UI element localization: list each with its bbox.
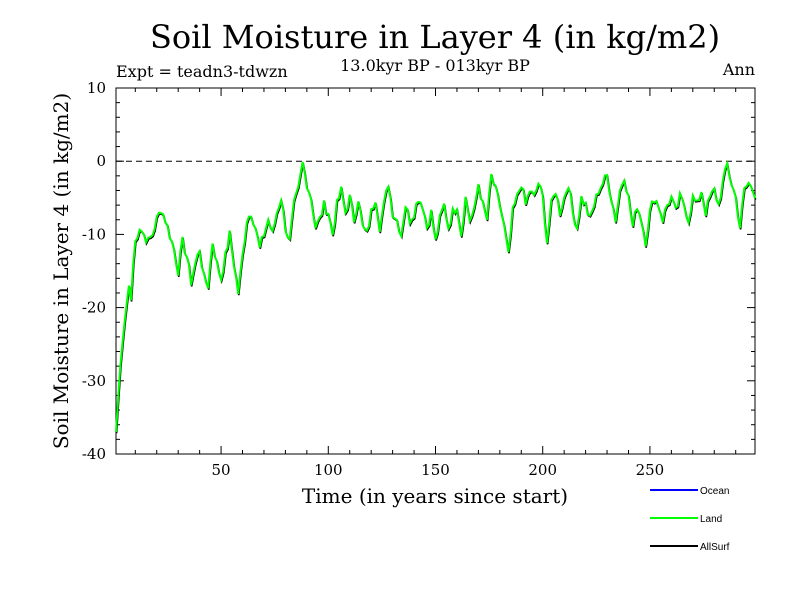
series-line-land	[115, 159, 756, 433]
legend: Ocean Land AllSurf	[650, 486, 730, 553]
y-axis-label: Soil Moisture in Layer 4 (in kg/m2)	[49, 93, 73, 449]
series-lines	[115, 159, 757, 434]
legend-ocean-label: Ocean	[700, 486, 729, 497]
x-tick-label: 150	[421, 461, 450, 479]
y-tick-label: -40	[82, 445, 106, 463]
y-tick-label: -20	[82, 299, 106, 317]
x-tick-label: 250	[636, 461, 665, 479]
y-tick-label: 0	[96, 152, 106, 170]
legend-land-label: Land	[700, 514, 722, 525]
x-tick-label: 50	[212, 461, 231, 479]
chart-subtitle: 13.0kyr BP - 013kyr BP	[340, 56, 530, 75]
x-tick-label: 100	[314, 461, 343, 479]
y-tick-label: -30	[82, 372, 106, 390]
x-axis-label: Time (in years since start)	[302, 484, 568, 508]
series-line-allsurf	[115, 161, 757, 434]
y-tick-label: -10	[82, 225, 106, 243]
y-tick-label: 10	[87, 79, 106, 97]
plot-frame	[115, 87, 756, 455]
legend-allsurf-label: AllSurf	[700, 542, 730, 553]
chart-title: Soil Moisture in Layer 4 (in kg/m2)	[150, 18, 720, 56]
x-tick-label: 200	[528, 461, 557, 479]
period-label: Ann	[722, 60, 755, 79]
experiment-label: Expt = teadn3-tdwzn	[116, 62, 288, 81]
